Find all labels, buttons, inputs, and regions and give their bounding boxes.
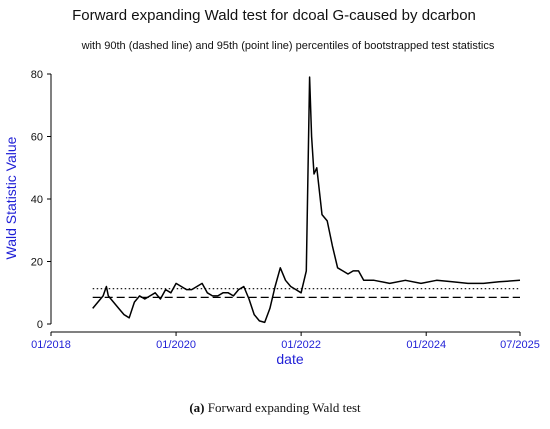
y-axis-label: Wald Statistic Value xyxy=(3,136,19,259)
series-line-solid xyxy=(92,76,521,324)
x-tick-label: 01/2024 xyxy=(406,339,446,351)
y-tick-label: 60 xyxy=(31,132,43,144)
y-tick-label: 20 xyxy=(31,257,43,269)
y-axis-ticks: 0 20 40 60 80 xyxy=(31,69,51,331)
x-tick-label: 01/2020 xyxy=(156,339,196,351)
chart-title: Forward expanding Wald test for dcoal G-… xyxy=(72,7,476,24)
y-tick-label: 0 xyxy=(37,319,43,331)
figure-caption: (a) Forward expanding Wald test xyxy=(0,400,550,416)
series-layer xyxy=(92,76,521,324)
y-tick-label: 80 xyxy=(31,69,43,81)
x-tick-label: 07/2025 xyxy=(500,339,540,351)
x-axis-label: date xyxy=(276,351,303,367)
caption-text: Forward expanding Wald test xyxy=(204,400,361,415)
wald-test-chart: Forward expanding Wald test for dcoal G-… xyxy=(3,7,540,367)
y-tick-label: 40 xyxy=(31,194,43,206)
x-tick-label: 01/2018 xyxy=(31,339,71,351)
x-tick-label: 01/2022 xyxy=(281,339,321,351)
chart-subtitle: with 90th (dashed line) and 95th (point … xyxy=(81,40,495,52)
x-axis-ticks: 01/2018 01/2020 01/2022 01/2024 07/2025 xyxy=(31,332,540,351)
caption-label: (a) xyxy=(189,400,205,415)
